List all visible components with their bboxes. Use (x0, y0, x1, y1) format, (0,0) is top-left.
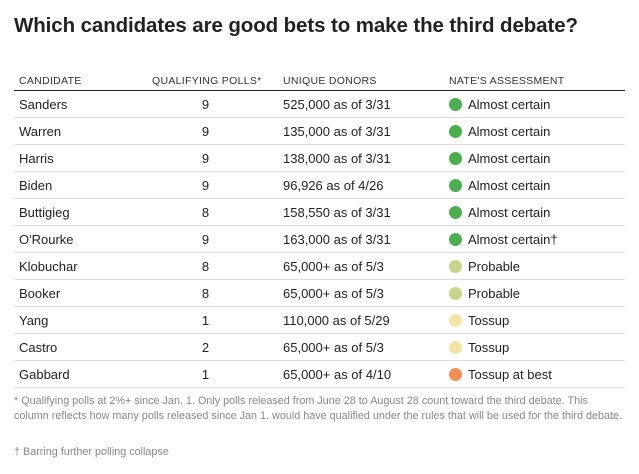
candidate-name: Buttigieg (14, 198, 140, 226)
assessment-cell: Almost certain (443, 117, 625, 145)
assessment-dot-icon (449, 97, 462, 111)
unique-donors-value: 135,000 as of 3/31 (277, 117, 443, 145)
assessment-dot-icon (449, 232, 462, 246)
assessment-label: Almost certain (468, 177, 551, 193)
candidate-name: Gabbard (14, 360, 140, 388)
assessment-label: Almost certain† (468, 231, 558, 247)
header-qualifying-polls: QUALIFYING POLLS* (140, 66, 277, 91)
candidate-name: Klobuchar (14, 252, 140, 280)
footnote-dagger: † Barring further polling collapse (14, 446, 169, 458)
assessment-label: Almost certain (468, 204, 551, 220)
candidate-name: Harris (14, 144, 140, 172)
assessment-label: Almost certain (468, 96, 551, 112)
candidate-name: Warren (14, 117, 140, 145)
qualifying-polls-value: 9 (140, 117, 277, 145)
assessment-label: Almost certain (468, 123, 551, 139)
table-row: Biden 9 96,926 as of 4/26 Almost certain (14, 171, 625, 199)
assessment-cell: Almost certain (443, 171, 625, 199)
qualifying-polls-value: 1 (140, 360, 277, 388)
assessment-label: Tossup (468, 312, 510, 328)
qualifying-polls-value: 9 (140, 225, 277, 253)
table-row: Klobuchar 8 65,000+ as of 5/3 Probable (14, 252, 625, 280)
table-row: O'Rourke 9 163,000 as of 3/31 Almost certai… (14, 225, 625, 253)
candidate-name: Castro (14, 333, 140, 361)
candidates-table-container: CANDIDATE QUALIFYING POLLS* UNIQUE DONOR… (14, 66, 625, 388)
assessment-cell: Almost certain (443, 144, 625, 172)
qualifying-polls-value: 9 (140, 171, 277, 199)
unique-donors-value: 158,550 as of 3/31 (277, 198, 443, 226)
assessment-cell: Tossup (443, 333, 625, 361)
page-title: Which candidates are good bets to make t… (14, 14, 578, 37)
qualifying-polls-value: 9 (140, 144, 277, 172)
unique-donors-value: 96,926 as of 4/26 (277, 171, 443, 199)
header-row: CANDIDATE QUALIFYING POLLS* UNIQUE DONOR… (14, 66, 625, 91)
assessment-cell: Almost certain (443, 198, 625, 226)
assessment-cell: Almost certain (443, 90, 625, 118)
table-row: Gabbard 1 65,000+ as of 4/10 Tossup at best (14, 360, 625, 388)
table-body: Sanders 9 525,000 as of 3/31 Almost certain… (14, 90, 625, 388)
table-row: Yang 1 110,000 as of 5/29 Tossup (14, 306, 625, 334)
unique-donors-value: 65,000+ as of 5/3 (277, 279, 443, 307)
assessment-cell: Almost certain† (443, 225, 625, 253)
assessment-label: Probable (468, 258, 521, 274)
table-row: Castro 2 65,000+ as of 5/3 Tossup (14, 333, 625, 361)
qualifying-polls-value: 1 (140, 306, 277, 334)
qualifying-polls-value: 9 (140, 90, 277, 118)
candidate-name: Yang (14, 306, 140, 334)
candidate-name: Biden (14, 171, 140, 199)
header-unique-donors: UNIQUE DONORS (277, 66, 443, 91)
table-row: Booker 8 65,000+ as of 5/3 Probable (14, 279, 625, 307)
unique-donors-value: 65,000+ as of 4/10 (277, 360, 443, 388)
candidates-table: CANDIDATE QUALIFYING POLLS* UNIQUE DONOR… (14, 66, 625, 388)
unique-donors-value: 138,000 as of 3/31 (277, 144, 443, 172)
header-candidate: CANDIDATE (14, 66, 140, 91)
candidate-name: Sanders (14, 90, 140, 118)
qualifying-polls-value: 2 (140, 333, 277, 361)
assessment-cell: Probable (443, 252, 625, 280)
qualifying-polls-value: 8 (140, 198, 277, 226)
assessment-cell: Tossup at best (443, 360, 625, 388)
unique-donors-value: 525,000 as of 3/31 (277, 90, 443, 118)
assessment-cell: Probable (443, 279, 625, 307)
qualifying-polls-value: 8 (140, 279, 277, 307)
assessment-dot-icon (449, 205, 462, 219)
assessment-label: Tossup (468, 339, 510, 355)
table-row: Buttigieg 8 158,550 as of 3/31 Almost certa… (14, 198, 625, 226)
header-assessment: NATE'S ASSESSMENT (443, 66, 625, 91)
assessment-label: Tossup at best (468, 366, 552, 382)
qualifying-polls-value: 8 (140, 252, 277, 280)
footnote-qualifying-polls: * Qualifying polls at 2%+ since Jan. 1. … (14, 395, 622, 422)
assessment-dot-icon (449, 286, 462, 300)
assessment-dot-icon (449, 367, 462, 381)
assessment-cell: Tossup (443, 306, 625, 334)
table-row: Sanders 9 525,000 as of 3/31 Almost certain (14, 90, 625, 118)
assessment-dot-icon (449, 124, 462, 138)
table-row: Harris 9 138,000 as of 3/31 Almost certain (14, 144, 625, 172)
assessment-dot-icon (449, 178, 462, 192)
assessment-dot-icon (449, 340, 462, 354)
assessment-label: Almost certain (468, 150, 551, 166)
assessment-dot-icon (449, 313, 462, 327)
assessment-label: Probable (468, 285, 521, 301)
table-row: Warren 9 135,000 as of 3/31 Almost certain (14, 117, 625, 145)
assessment-dot-icon (449, 259, 462, 273)
assessment-dot-icon (449, 151, 462, 165)
candidate-name: Booker (14, 279, 140, 307)
candidate-name: O'Rourke (14, 225, 140, 253)
unique-donors-value: 65,000+ as of 5/3 (277, 333, 443, 361)
table-header: CANDIDATE QUALIFYING POLLS* UNIQUE DONOR… (14, 66, 625, 91)
unique-donors-value: 110,000 as of 5/29 (277, 306, 443, 334)
unique-donors-value: 163,000 as of 3/31 (277, 225, 443, 253)
unique-donors-value: 65,000+ as of 5/3 (277, 252, 443, 280)
